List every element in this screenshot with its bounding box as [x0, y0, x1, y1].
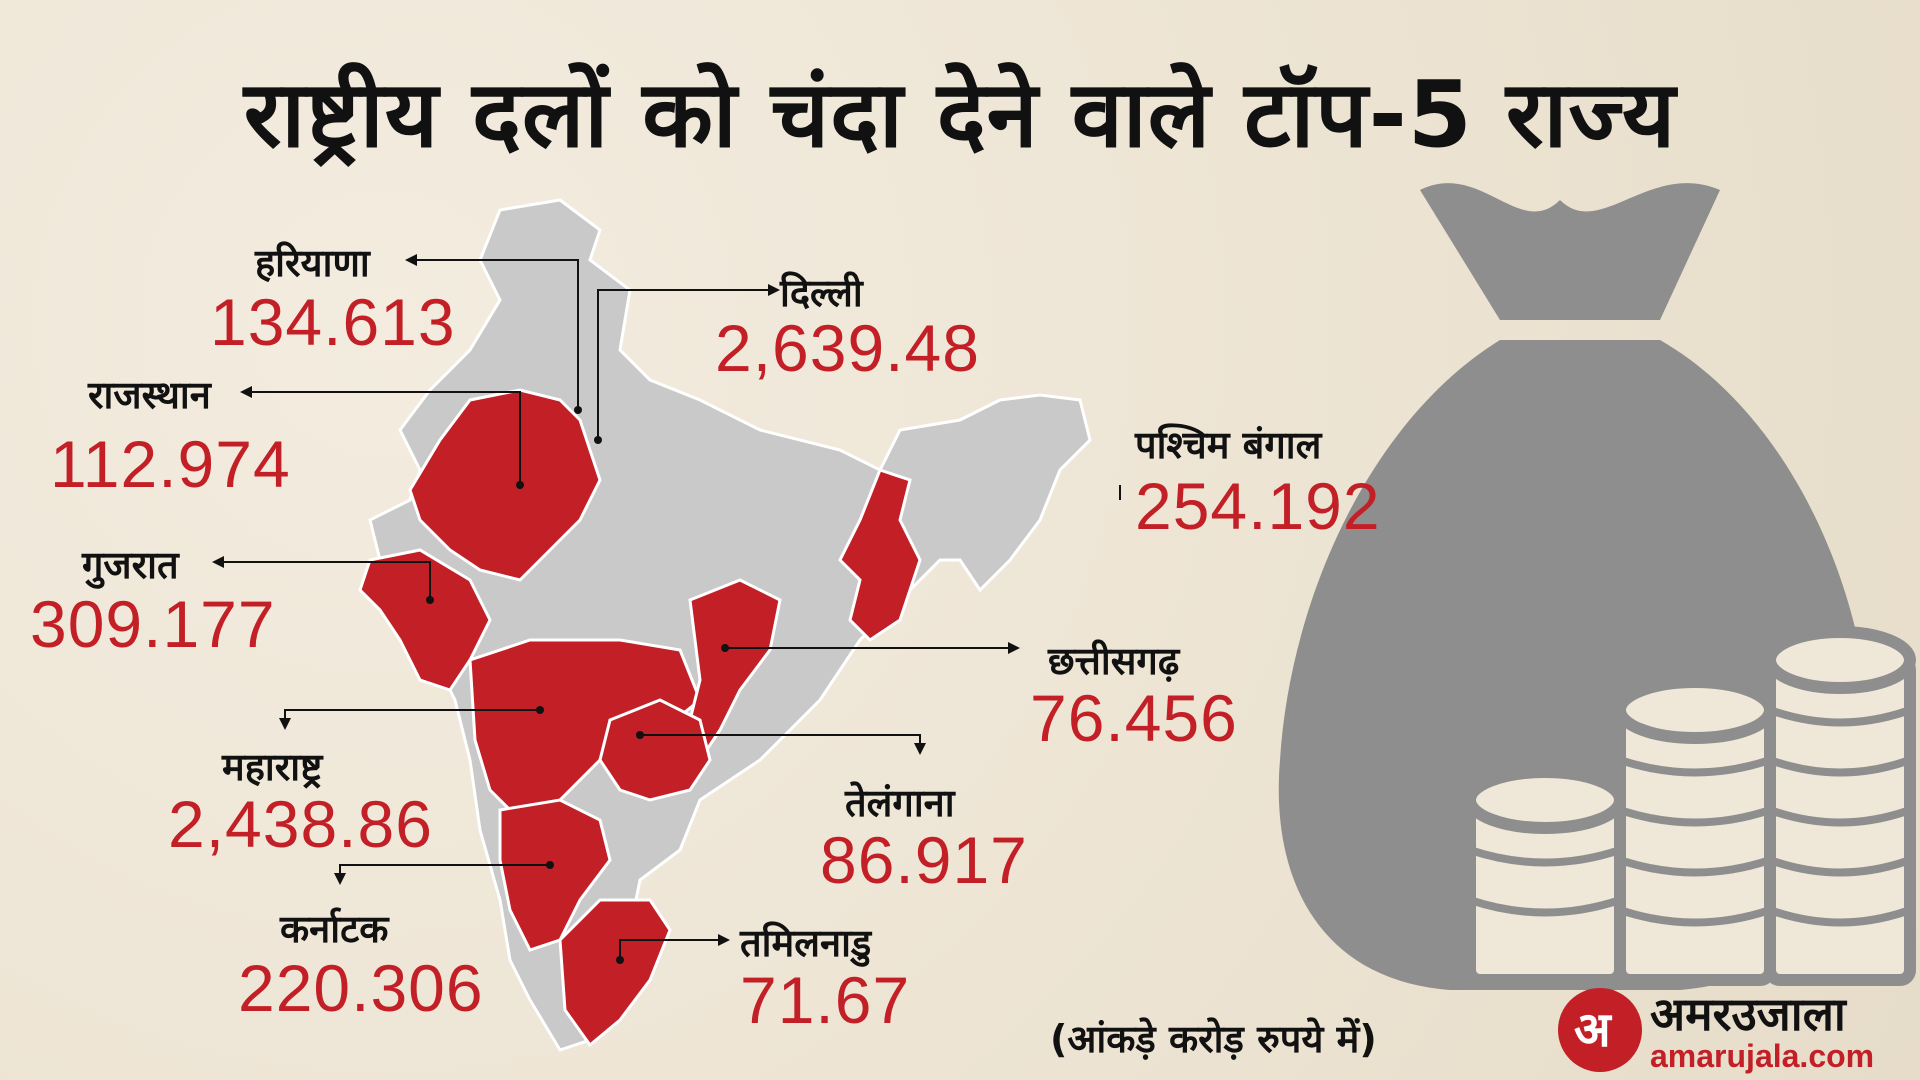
label-maharashtra: महाराष्ट्र	[222, 745, 323, 789]
label-haryana: हरियाणा	[255, 241, 370, 285]
value-delhi: 2,639.48	[715, 311, 980, 385]
leader-lines	[222, 259, 1121, 960]
gujarat-region	[358, 548, 492, 692]
label-telangana: तेलंगाना	[845, 781, 955, 825]
logo-english: amarujala.com	[1650, 1038, 1875, 1074]
logo-mark: अ	[1574, 1002, 1611, 1058]
label-karnataka: कर्नाटक	[280, 907, 389, 951]
money-bag-icon	[1420, 183, 1720, 320]
west-bengal-region	[838, 468, 922, 642]
value-karnataka: 220.306	[238, 951, 484, 1025]
page-title: राष्ट्रीय दलों को चंदा देने वाले टॉप-5 र…	[243, 61, 1677, 168]
telangana-region	[598, 698, 712, 802]
unit-note: (आंकड़े करोड़ रुपये में)	[1050, 1017, 1377, 1061]
label-rajasthan: राजस्थान	[88, 373, 211, 417]
value-gujarat: 309.177	[30, 587, 276, 661]
value-rajasthan: 112.974	[50, 427, 291, 501]
tamilnadu-region	[558, 898, 672, 1048]
chhattisgarh-region	[688, 578, 782, 764]
value-west-bengal: 254.192	[1135, 469, 1381, 543]
value-haryana: 134.613	[210, 285, 456, 359]
label-west-bengal: पश्चिम बंगाल	[1135, 423, 1322, 467]
value-maharashtra: 2,438.86	[168, 787, 433, 861]
karnataka-region	[498, 798, 612, 952]
label-tamilnadu: तमिलनाडु	[740, 921, 872, 965]
label-gujarat: गुजरात	[82, 543, 179, 587]
label-chhattisgarh: छत्तीसगढ़	[1048, 639, 1180, 683]
logo-hindi: अमरउजाला	[1650, 987, 1846, 1041]
value-chhattisgarh: 76.456	[1030, 681, 1238, 755]
value-telangana: 86.917	[820, 823, 1028, 897]
rajasthan-region	[408, 388, 602, 582]
amarujala-logo-icon	[1558, 988, 1642, 1072]
value-tamilnadu: 71.67	[740, 963, 911, 1037]
label-delhi: दिल्ली	[780, 271, 863, 315]
